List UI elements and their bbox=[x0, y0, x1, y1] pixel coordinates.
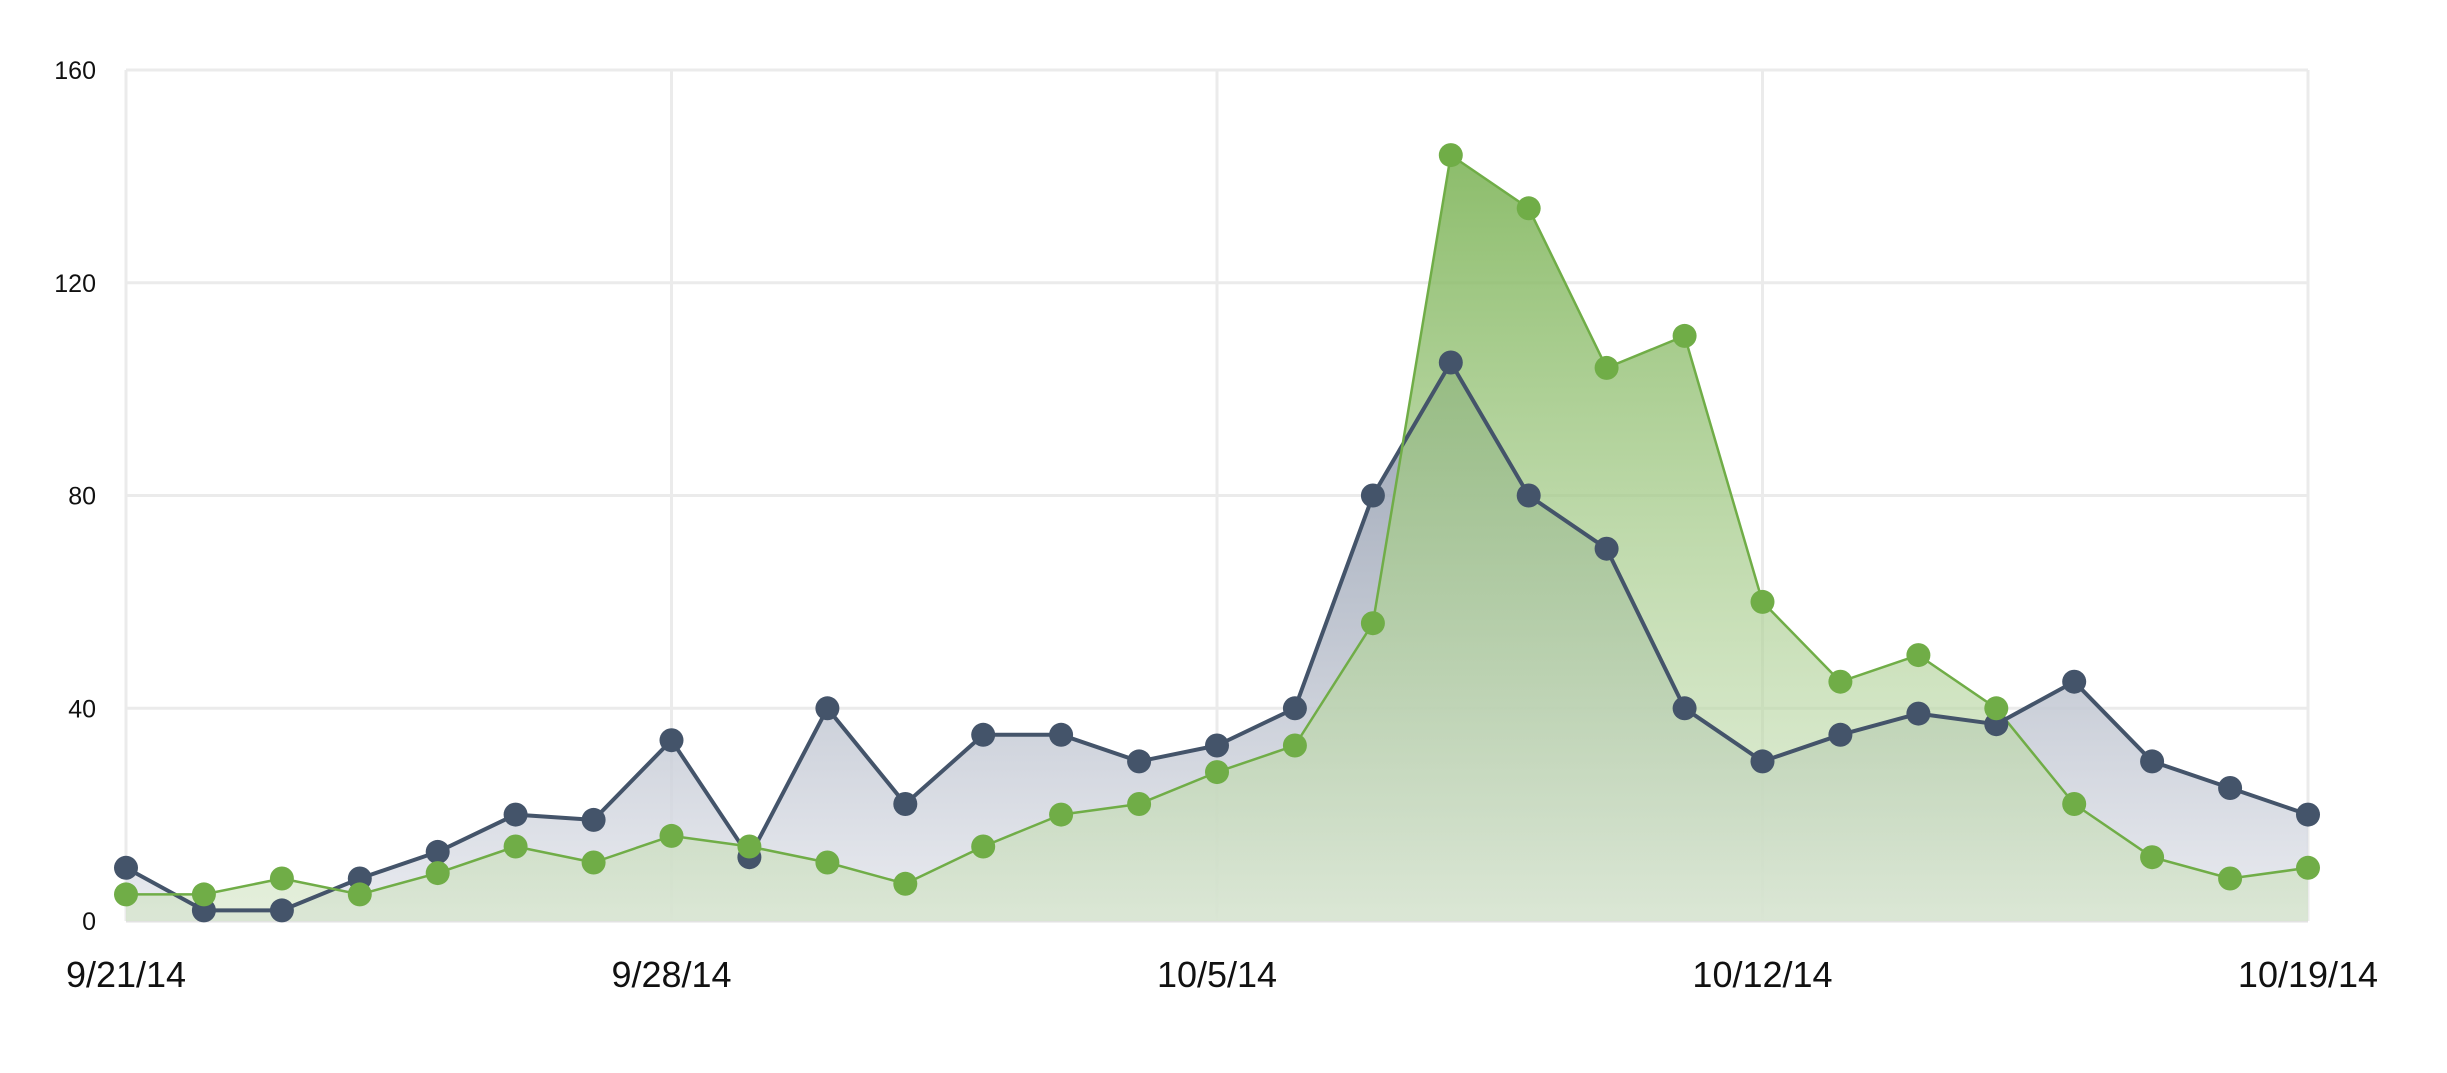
series-2-point bbox=[1750, 589, 1775, 614]
series-2-point bbox=[347, 882, 372, 907]
series-2-point bbox=[269, 866, 294, 891]
series-2-point bbox=[114, 882, 138, 907]
series-2-point bbox=[1672, 323, 1697, 348]
series-2-point bbox=[2296, 855, 2320, 880]
series-1-point bbox=[2296, 802, 2320, 827]
series-1-point bbox=[581, 807, 606, 832]
series-1-point bbox=[893, 792, 918, 816]
series-2-point bbox=[1984, 696, 2009, 721]
series-1-point bbox=[1672, 696, 1697, 721]
series-2-point bbox=[659, 823, 684, 848]
series-1-point bbox=[2140, 749, 2165, 774]
series-2-point bbox=[1828, 669, 1853, 694]
series-2-point bbox=[737, 834, 762, 859]
series-1-point bbox=[2218, 776, 2243, 800]
series-2-point bbox=[1906, 643, 1931, 668]
series-1-point bbox=[1828, 722, 1853, 747]
area-layer bbox=[126, 155, 2308, 922]
series-1-point bbox=[1906, 701, 1931, 726]
series-2-area bbox=[126, 155, 2308, 922]
series-2-point bbox=[425, 861, 450, 886]
series-2-point bbox=[1516, 196, 1541, 221]
x-tick-label: 10/19/14 bbox=[2238, 954, 2378, 995]
series-1-point bbox=[269, 898, 294, 923]
y-tick-label: 120 bbox=[54, 270, 96, 298]
x-tick-label: 9/28/14 bbox=[611, 954, 731, 995]
series-1-point bbox=[1438, 350, 1463, 375]
series-2-point bbox=[815, 850, 840, 875]
series-1-point bbox=[1282, 696, 1307, 721]
series-2-point bbox=[1049, 802, 1074, 827]
series-2-point bbox=[2140, 845, 2165, 870]
series-1-point bbox=[1594, 536, 1619, 561]
series-1-point bbox=[114, 855, 138, 880]
point-layer bbox=[114, 143, 2320, 923]
series-2-point bbox=[2062, 792, 2087, 816]
series-1-point bbox=[1127, 749, 1152, 774]
series-2-point bbox=[893, 871, 918, 896]
series-1-point bbox=[971, 722, 996, 747]
series-2-point bbox=[971, 834, 996, 859]
series-2-point bbox=[1594, 355, 1619, 380]
y-tick-label: 160 bbox=[54, 57, 96, 85]
series-2-point bbox=[1127, 792, 1152, 816]
series-2-point bbox=[503, 834, 528, 859]
x-tick-label: 10/12/14 bbox=[1692, 954, 1832, 995]
series-1-point bbox=[1049, 722, 1074, 747]
series-2-point bbox=[1282, 733, 1307, 758]
y-tick-label: 0 bbox=[82, 908, 96, 936]
series-2-point bbox=[1360, 611, 1385, 636]
series-1-point bbox=[425, 839, 450, 864]
series-1-point bbox=[2062, 669, 2087, 694]
series-1-point bbox=[815, 696, 840, 721]
series-1-point bbox=[1205, 733, 1229, 758]
x-tick-label: 10/5/14 bbox=[1157, 954, 1277, 995]
y-tick-label: 80 bbox=[68, 483, 96, 511]
series-1-point bbox=[503, 802, 528, 827]
axis-labels: 0 40 80 120 160 9/21/14 9/28/14 10/5/14 10/12/14… bbox=[54, 57, 2378, 995]
series-2-point bbox=[581, 850, 606, 875]
series-2-point bbox=[1205, 760, 1229, 785]
series-2-point bbox=[2218, 866, 2243, 891]
series-2-point bbox=[191, 882, 216, 907]
x-tick-label: 9/21/14 bbox=[66, 954, 186, 995]
series-1-point bbox=[659, 728, 684, 753]
y-tick-label: 40 bbox=[68, 695, 96, 723]
series-1-point bbox=[1360, 483, 1385, 508]
series-1-point bbox=[1750, 749, 1775, 774]
series-2-point bbox=[1438, 143, 1463, 168]
series-1-point bbox=[1516, 483, 1541, 508]
